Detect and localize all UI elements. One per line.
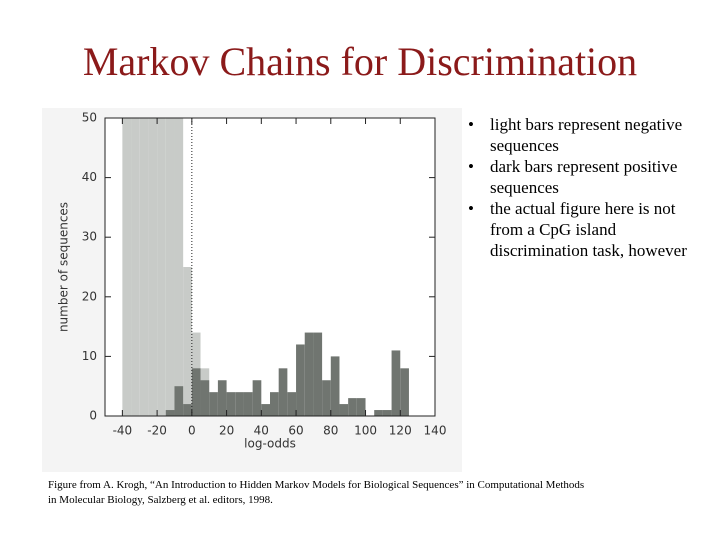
bar	[304, 332, 314, 416]
bullet: the actual figure here is not from a CpG…	[462, 198, 694, 261]
bar	[165, 118, 175, 416]
bar	[209, 392, 218, 416]
plot-frame	[104, 117, 436, 417]
x-tick-label: 40	[254, 424, 269, 438]
bar	[322, 380, 331, 416]
caption-line: Figure from A. Krogh, “An Introduction t…	[48, 479, 585, 491]
bar	[243, 392, 253, 416]
bar	[252, 380, 262, 416]
bar	[191, 368, 201, 416]
x-tick-label: 100	[354, 424, 377, 438]
bar	[165, 410, 175, 416]
bar	[391, 350, 401, 416]
y-axis-label: number of sequences	[57, 202, 71, 332]
bar	[261, 404, 270, 416]
x-tick-label: 0	[188, 424, 196, 438]
bar	[226, 392, 236, 416]
bar	[174, 118, 184, 416]
x-tick-label: 120	[389, 424, 412, 438]
bullet: light bars represent negative sequences	[462, 114, 694, 156]
bar	[217, 380, 227, 416]
bar	[122, 118, 132, 416]
bar	[200, 380, 210, 416]
x-tick-label: 20	[219, 424, 234, 438]
bar	[270, 392, 279, 416]
bar	[330, 356, 340, 416]
bullet: dark bars represent positive sequences	[462, 156, 694, 198]
bar	[139, 118, 149, 416]
bar	[131, 118, 140, 416]
bar	[287, 392, 297, 416]
x-tick-label: 80	[323, 424, 338, 438]
bar	[174, 386, 184, 416]
bar	[313, 332, 323, 416]
bar	[356, 398, 366, 416]
y-tick-label: 50	[82, 111, 97, 125]
bar	[400, 368, 409, 416]
slide-title: Markov Chains for Discrimination	[82, 39, 638, 84]
bar	[235, 392, 244, 416]
bar	[157, 118, 166, 416]
y-tick-label: 40	[82, 170, 97, 184]
bar	[296, 344, 305, 416]
y-tick-label: 0	[89, 409, 97, 423]
bar	[278, 368, 288, 416]
caption: Figure from A. Krogh, “An Introduction t…	[48, 478, 584, 508]
x-axis-label: log-odds	[244, 437, 296, 451]
caption-line: in Molecular Biology, Salzberg et al. ed…	[48, 494, 273, 506]
bar	[183, 404, 192, 416]
bar	[374, 410, 383, 416]
x-tick-label: 140	[424, 424, 447, 438]
bar	[148, 118, 158, 416]
bar	[382, 410, 392, 416]
bar	[183, 267, 192, 416]
y-tick-label: 10	[82, 349, 97, 363]
x-tick-label: -40	[113, 424, 133, 438]
bar	[348, 398, 357, 416]
y-tick-label: 30	[82, 230, 97, 244]
y-tick-label: 20	[82, 289, 97, 303]
x-tick-label: -20	[147, 424, 167, 438]
bar	[339, 404, 349, 416]
x-tick-label: 60	[288, 424, 303, 438]
bullet-list: light bars represent negative sequencesd…	[462, 114, 694, 261]
